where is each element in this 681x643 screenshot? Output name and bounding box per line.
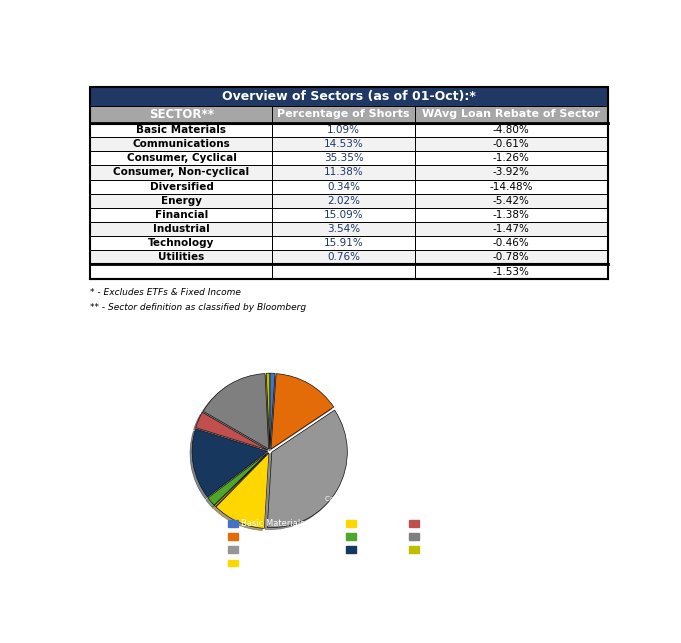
Text: Basic Materials: Basic Materials (136, 125, 227, 135)
Bar (91, 87, 607, 106)
Text: 3.54%: 3.54% (327, 224, 360, 234)
Text: Financial: Financial (155, 210, 208, 220)
Text: SECTOR**: SECTOR** (149, 108, 214, 121)
Bar (272, 151, 415, 165)
Bar (272, 264, 415, 278)
Bar (91, 137, 272, 151)
Bar (272, 179, 415, 194)
Bar (91, 87, 607, 278)
Bar (415, 165, 607, 179)
Text: -3.92%: -3.92% (493, 167, 530, 177)
Text: WAvg Loan Rebate of Sector: WAvg Loan Rebate of Sector (422, 109, 600, 120)
Bar (272, 106, 415, 123)
Text: -0.61%: -0.61% (493, 139, 530, 149)
Bar (272, 222, 415, 236)
Text: Consumer, Cyclical: Consumer, Cyclical (127, 153, 236, 163)
Bar (415, 106, 607, 123)
Text: Industrial: Industrial (153, 224, 210, 234)
Bar (415, 222, 607, 236)
Text: 1.09%: 1.09% (328, 125, 360, 135)
Text: 11.38%: 11.38% (324, 167, 364, 177)
Legend: Basic Materials, Communications, Consumer, Cyclical, Consumer, Non-cyclical, Div: Basic Materials, Communications, Consume… (225, 517, 473, 570)
Text: 15.91%: 15.91% (324, 239, 364, 248)
Text: -1.53%: -1.53% (493, 267, 530, 276)
Bar (91, 194, 272, 208)
Bar (91, 222, 272, 236)
Bar (272, 250, 415, 264)
Bar (272, 123, 415, 137)
Text: 15.09%: 15.09% (324, 210, 364, 220)
Text: -1.47%: -1.47% (493, 224, 530, 234)
Text: -5.42%: -5.42% (493, 195, 530, 206)
Text: -0.78%: -0.78% (493, 253, 530, 262)
Bar (91, 123, 272, 137)
Bar (272, 208, 415, 222)
Bar (91, 151, 272, 165)
Bar (272, 137, 415, 151)
Bar (415, 208, 607, 222)
Bar (415, 151, 607, 165)
Bar (415, 194, 607, 208)
Bar (415, 179, 607, 194)
Text: 0.34%: 0.34% (328, 181, 360, 192)
Text: Overview of Sectors (as of 01-Oct):*: Overview of Sectors (as of 01-Oct):* (222, 90, 476, 103)
Bar (91, 106, 272, 123)
Bar (272, 194, 415, 208)
Text: 0.76%: 0.76% (328, 253, 360, 262)
Bar (91, 236, 272, 250)
Text: Energy: Energy (161, 195, 202, 206)
Text: 2.02%: 2.02% (328, 195, 360, 206)
Text: -0.46%: -0.46% (493, 239, 530, 248)
Text: Technology: Technology (148, 239, 215, 248)
Bar (415, 236, 607, 250)
Bar (91, 165, 272, 179)
Bar (415, 137, 607, 151)
Text: -4.80%: -4.80% (493, 125, 530, 135)
Text: Utilities: Utilities (158, 253, 204, 262)
Text: Percentage of Shorts: Percentage of Shorts (95, 359, 271, 374)
Bar (415, 250, 607, 264)
Text: Consumer, Non-cyclical: Consumer, Non-cyclical (113, 167, 249, 177)
Text: -1.38%: -1.38% (493, 210, 530, 220)
Text: * - Excludes ETFs & Fixed Income: * - Excludes ETFs & Fixed Income (91, 288, 241, 297)
Text: -14.48%: -14.48% (490, 181, 533, 192)
Bar (91, 208, 272, 222)
Text: Communications: Communications (133, 139, 230, 149)
Text: Percentage of Shorts: Percentage of Shorts (277, 109, 410, 120)
Text: Diversified: Diversified (150, 181, 213, 192)
Bar (415, 264, 607, 278)
Text: 35.35%: 35.35% (324, 153, 364, 163)
Bar (272, 236, 415, 250)
Text: -1.26%: -1.26% (493, 153, 530, 163)
Bar (272, 165, 415, 179)
Bar (91, 264, 272, 278)
Text: 14.53%: 14.53% (324, 139, 364, 149)
Bar (91, 179, 272, 194)
Text: ** - Sector definition as classified by Bloomberg: ** - Sector definition as classified by … (91, 303, 306, 312)
Bar (91, 250, 272, 264)
Bar (415, 123, 607, 137)
